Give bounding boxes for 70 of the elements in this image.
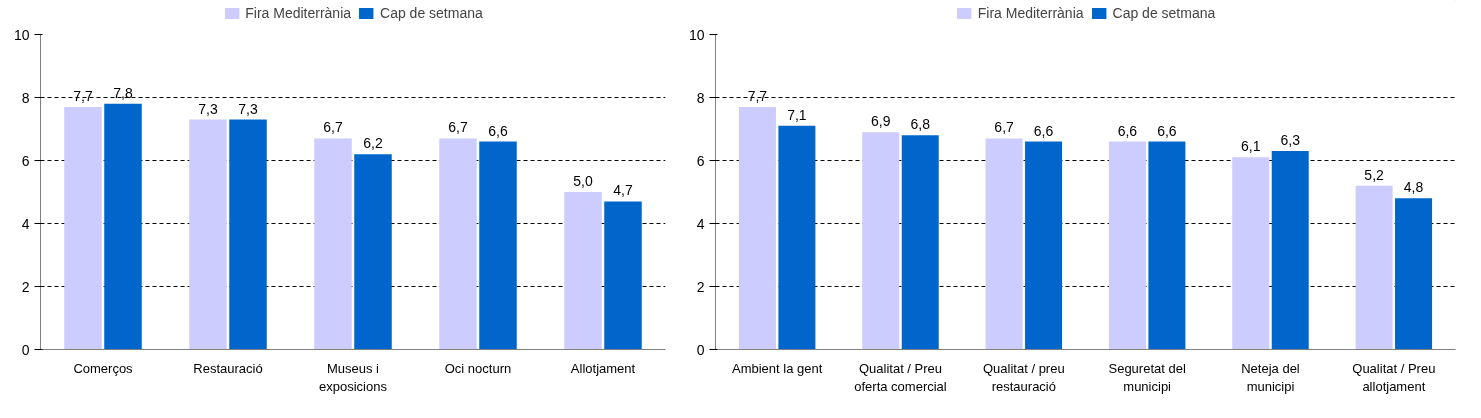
bar [354, 154, 392, 350]
data-label: 7,1 [787, 106, 807, 123]
bar [862, 132, 900, 350]
x-tick-label: Oci nocturn [444, 360, 512, 376]
bar [189, 119, 227, 350]
data-label: 7,3 [238, 100, 258, 117]
data-label: 4,8 [1403, 179, 1424, 196]
legend-label: Cap de setmana [1112, 5, 1216, 21]
bar [778, 125, 816, 350]
bar [901, 135, 939, 350]
y-tick-label: 0 [21, 341, 30, 358]
bar [1025, 141, 1063, 350]
x-tick-label: Museus i exposicions [319, 360, 388, 394]
bar [1148, 141, 1186, 350]
y-tick-label: 0 [696, 341, 705, 358]
x-tick-label: Restauració [193, 360, 263, 376]
x-tick-label: Qualitat / preu restauració [983, 360, 1065, 394]
bar [104, 103, 142, 350]
x-tick-label: Ambient la gent [732, 360, 823, 376]
x-tick-label: Allotjament [570, 360, 636, 376]
data-label: 6,8 [910, 116, 931, 133]
y-tick-label: 8 [696, 89, 705, 106]
y-tick-label: 4 [696, 215, 705, 232]
data-label: 4,7 [613, 182, 633, 199]
bar [439, 138, 477, 350]
data-label: 6,6 [488, 122, 508, 139]
legend-label: Fira Mediterrània [977, 5, 1084, 21]
data-label: 6,7 [323, 119, 343, 136]
y-tick-label: 10 [688, 26, 705, 43]
y-tick-label: 4 [21, 215, 30, 232]
bar [1271, 151, 1309, 350]
y-tick-label: 2 [21, 278, 30, 295]
y-tick-label: 6 [21, 152, 30, 169]
bar [1395, 198, 1433, 350]
data-label: 6,6 [1033, 122, 1054, 139]
x-tick-label: Neteja del municipi [1241, 360, 1300, 394]
y-tick-label: 6 [696, 152, 705, 169]
y-tick-label: 2 [696, 278, 705, 295]
bar [64, 106, 102, 350]
x-tick-label: Qualitat / Preu allotjament [1352, 360, 1436, 394]
legend-label: Fira Mediterrània [245, 5, 352, 21]
bar [1232, 157, 1270, 350]
bar [314, 138, 352, 350]
data-label: 7,8 [113, 84, 133, 101]
x-tick-label: Qualitat / Preu oferta comercial [854, 360, 947, 394]
bar [738, 106, 776, 350]
bar [985, 138, 1023, 350]
data-label: 6,2 [363, 135, 383, 152]
bar [479, 141, 517, 350]
y-tick-label: 8 [21, 89, 30, 106]
data-label: 7,7 [747, 87, 768, 104]
y-tick-label: 10 [13, 26, 30, 43]
data-label: 6,6 [1117, 122, 1138, 139]
legend-label: Cap de setmana [380, 5, 483, 21]
data-label: 5,0 [573, 173, 593, 189]
data-label: 6,3 [1280, 132, 1301, 149]
bar [564, 192, 602, 350]
data-label: 5,2 [1364, 166, 1385, 183]
x-tick-label: Seguretat del municipi [1108, 360, 1186, 394]
data-label: 7,3 [198, 100, 218, 117]
data-label: 6,1 [1241, 138, 1261, 155]
bar [1355, 185, 1393, 350]
data-label: 6,9 [871, 113, 891, 130]
x-tick-label: Comerços [73, 360, 134, 376]
bar [229, 119, 267, 350]
data-label: 6,7 [448, 119, 468, 136]
data-label: 6,6 [1157, 122, 1177, 139]
bar [1108, 141, 1146, 350]
bar [604, 201, 642, 350]
data-label: 6,7 [994, 119, 1015, 136]
